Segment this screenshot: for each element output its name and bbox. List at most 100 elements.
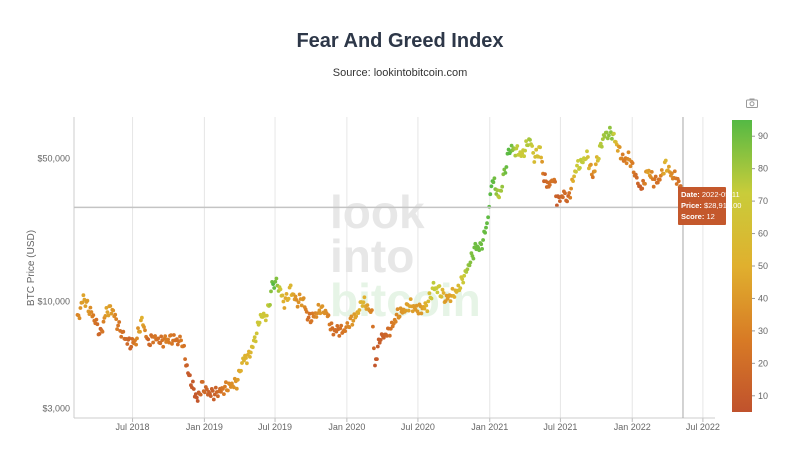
data-point bbox=[676, 179, 681, 184]
data-point bbox=[398, 306, 403, 311]
data-point bbox=[357, 308, 362, 312]
data-point bbox=[286, 296, 291, 301]
data-point bbox=[337, 334, 342, 338]
y-tick-label: $3,000 bbox=[42, 404, 70, 414]
data-points bbox=[75, 125, 685, 403]
data-point bbox=[224, 380, 228, 385]
colorbar-tick-label: 30 bbox=[758, 326, 768, 336]
data-point bbox=[561, 195, 565, 200]
data-point bbox=[488, 192, 493, 197]
data-point bbox=[504, 165, 509, 169]
data-point bbox=[395, 307, 400, 312]
data-point bbox=[347, 325, 352, 330]
data-point bbox=[103, 314, 108, 318]
data-point bbox=[167, 340, 172, 345]
data-point bbox=[269, 289, 273, 294]
data-point bbox=[593, 162, 598, 167]
data-point bbox=[170, 342, 174, 346]
data-point bbox=[424, 303, 429, 308]
data-point bbox=[156, 336, 161, 341]
data-point bbox=[281, 299, 286, 304]
data-point bbox=[484, 225, 488, 230]
tooltip-box bbox=[678, 187, 726, 225]
data-point bbox=[492, 176, 497, 181]
data-point bbox=[202, 390, 207, 395]
data-point bbox=[116, 323, 120, 328]
data-point bbox=[314, 315, 319, 319]
data-point bbox=[663, 158, 668, 163]
data-point bbox=[612, 131, 616, 136]
y-tick-label: $10,000 bbox=[37, 297, 70, 307]
data-point bbox=[234, 386, 239, 391]
data-point bbox=[534, 147, 539, 152]
data-point bbox=[634, 175, 639, 180]
x-tick-label: Jan 2022 bbox=[614, 422, 651, 432]
data-point bbox=[540, 159, 544, 164]
data-point bbox=[158, 341, 163, 346]
data-point bbox=[397, 314, 402, 319]
x-tick-label: Jul 2022 bbox=[686, 422, 720, 432]
x-gridlines bbox=[132, 117, 704, 418]
x-tick-label: Jul 2019 bbox=[258, 422, 292, 432]
data-point bbox=[356, 311, 361, 315]
camera-icon[interactable] bbox=[746, 98, 758, 108]
data-point bbox=[182, 343, 187, 348]
data-point bbox=[268, 303, 272, 307]
data-point bbox=[615, 149, 620, 153]
data-point bbox=[169, 333, 173, 337]
data-point bbox=[480, 247, 484, 251]
data-point bbox=[178, 334, 182, 339]
data-point bbox=[331, 332, 336, 337]
data-point bbox=[239, 368, 243, 373]
data-point bbox=[339, 323, 344, 328]
data-point bbox=[468, 260, 473, 265]
data-point bbox=[142, 325, 146, 329]
data-point bbox=[531, 151, 536, 155]
data-point bbox=[114, 317, 119, 321]
data-point bbox=[280, 293, 285, 298]
colorbar-tick-label: 70 bbox=[758, 196, 768, 206]
data-point bbox=[130, 337, 135, 341]
data-point bbox=[230, 381, 234, 386]
data-point bbox=[250, 345, 255, 350]
data-point bbox=[610, 136, 614, 141]
data-point bbox=[119, 334, 124, 339]
data-point bbox=[513, 153, 518, 158]
data-point bbox=[426, 299, 431, 304]
data-point bbox=[226, 388, 230, 393]
data-point bbox=[273, 279, 278, 284]
data-point bbox=[159, 334, 164, 339]
data-point bbox=[282, 306, 287, 310]
data-point bbox=[350, 322, 355, 327]
tooltip: Date: 2022-05-11 Price: $28,913.00 Score: … bbox=[678, 187, 741, 225]
data-point bbox=[456, 283, 461, 288]
data-point bbox=[515, 144, 520, 148]
data-point bbox=[212, 392, 217, 397]
data-point bbox=[89, 310, 94, 314]
data-point bbox=[520, 151, 525, 156]
data-point bbox=[589, 162, 593, 167]
data-point bbox=[370, 308, 374, 312]
data-point bbox=[585, 149, 589, 154]
data-point bbox=[628, 164, 633, 169]
data-point bbox=[439, 294, 444, 299]
data-point bbox=[633, 172, 638, 177]
data-point bbox=[674, 182, 679, 186]
data-point bbox=[536, 154, 541, 159]
data-point bbox=[121, 329, 126, 334]
data-point bbox=[655, 180, 660, 185]
colorbar: 10 20 30 40 50 60 70 80 90 bbox=[732, 120, 768, 412]
data-point bbox=[306, 315, 311, 320]
data-point bbox=[532, 160, 537, 164]
data-point bbox=[349, 314, 354, 319]
colorbar-tick-label: 10 bbox=[758, 391, 768, 401]
data-point bbox=[296, 300, 301, 305]
data-point bbox=[100, 329, 105, 334]
data-point bbox=[543, 172, 547, 177]
data-point bbox=[373, 363, 377, 368]
data-point bbox=[153, 334, 158, 338]
data-point bbox=[111, 308, 116, 313]
data-point bbox=[393, 319, 398, 324]
